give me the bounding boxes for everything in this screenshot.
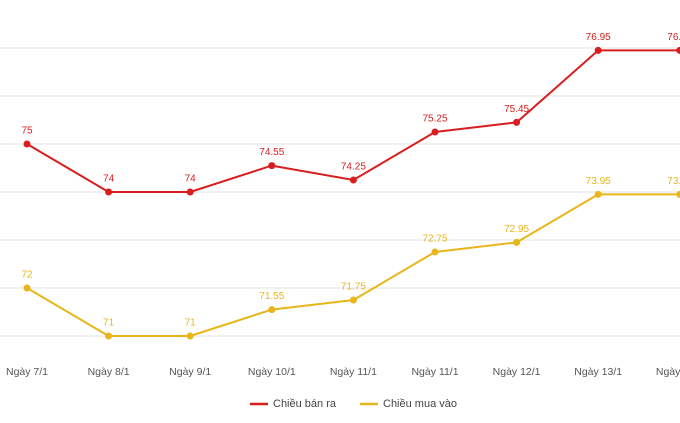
x-tick-label: Ngày 9/1	[169, 366, 211, 378]
data-label: 71	[103, 318, 115, 329]
x-tick-label: Ngày 10/1	[248, 366, 296, 378]
data-label: 75.45	[504, 104, 529, 115]
data-label: 73.95	[586, 176, 611, 187]
data-label: 74	[185, 174, 197, 185]
data-label: 71	[185, 318, 197, 329]
point	[23, 140, 31, 148]
data-label: 74	[103, 174, 115, 185]
point	[676, 190, 680, 198]
point	[186, 332, 194, 340]
point	[349, 176, 357, 184]
data-label: 72.75	[422, 234, 447, 245]
point	[105, 188, 113, 196]
data-label: 72.95	[504, 224, 529, 235]
point	[594, 46, 602, 54]
point	[349, 296, 357, 304]
point	[513, 118, 521, 126]
data-label: 74.25	[341, 162, 366, 173]
legend-label: Chiều mua vào	[383, 398, 457, 410]
legend-label: Chiều bán ra	[273, 398, 337, 410]
data-label: 71.75	[341, 282, 366, 293]
point	[23, 284, 31, 292]
x-tick-label: Ngày 11/1	[330, 366, 377, 378]
point	[431, 248, 439, 256]
point	[268, 306, 276, 314]
point	[268, 162, 276, 170]
data-label: 74.55	[259, 147, 284, 158]
x-tick-label: Ngày 14/1	[656, 366, 680, 378]
point	[594, 190, 602, 198]
data-label: 72	[21, 270, 33, 281]
x-tick-label: Ngày 12/1	[493, 366, 541, 378]
x-tick-label: Ngày 7/1	[6, 366, 48, 378]
data-label: 73.95	[667, 176, 680, 187]
x-tick-label: Ngày 11/1	[411, 366, 458, 378]
data-label: 76.95	[586, 32, 611, 43]
data-label: 75.25	[422, 114, 447, 125]
point	[513, 238, 521, 246]
x-tick-label: Ngày 8/1	[88, 366, 130, 378]
point	[431, 128, 439, 136]
series-line	[26, 193, 680, 337]
data-label: 75	[21, 126, 33, 137]
point	[105, 332, 113, 340]
point	[676, 46, 680, 54]
x-tick-label: Ngày 13/1	[574, 366, 622, 378]
point	[186, 188, 194, 196]
data-label: 71.55	[259, 291, 284, 302]
data-label: 76.95	[667, 32, 680, 43]
